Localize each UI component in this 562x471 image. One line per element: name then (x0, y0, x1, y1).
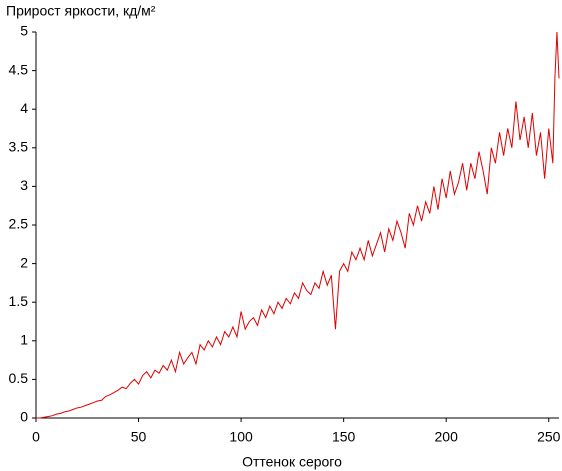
y-tick-label: 4.5 (9, 61, 29, 77)
x-tick-label: 150 (332, 429, 356, 445)
x-tick-label: 250 (537, 429, 561, 445)
y-tick-label: 4 (20, 100, 28, 116)
x-tick-label: 200 (435, 429, 459, 445)
y-tick-label: 0 (20, 409, 28, 425)
y-tick-label: 3.5 (9, 139, 29, 155)
x-tick-label: 0 (32, 429, 40, 445)
x-tick-label: 100 (229, 429, 253, 445)
line-series (36, 31, 560, 419)
y-tick-label: 1.5 (9, 293, 29, 309)
y-tick-label: 1 (20, 332, 28, 348)
y-tick-label: 0.5 (9, 370, 29, 386)
x-axis-label: Оттенок серого (242, 454, 342, 470)
chart-title: Прирост яркости, кд/м² (6, 3, 156, 19)
y-tick-label: 2 (20, 254, 28, 270)
y-tick-label: 2.5 (9, 216, 29, 232)
x-tick-label: 50 (131, 429, 147, 445)
y-tick-label: 3 (20, 177, 28, 193)
y-tick-label: 5 (20, 23, 28, 39)
